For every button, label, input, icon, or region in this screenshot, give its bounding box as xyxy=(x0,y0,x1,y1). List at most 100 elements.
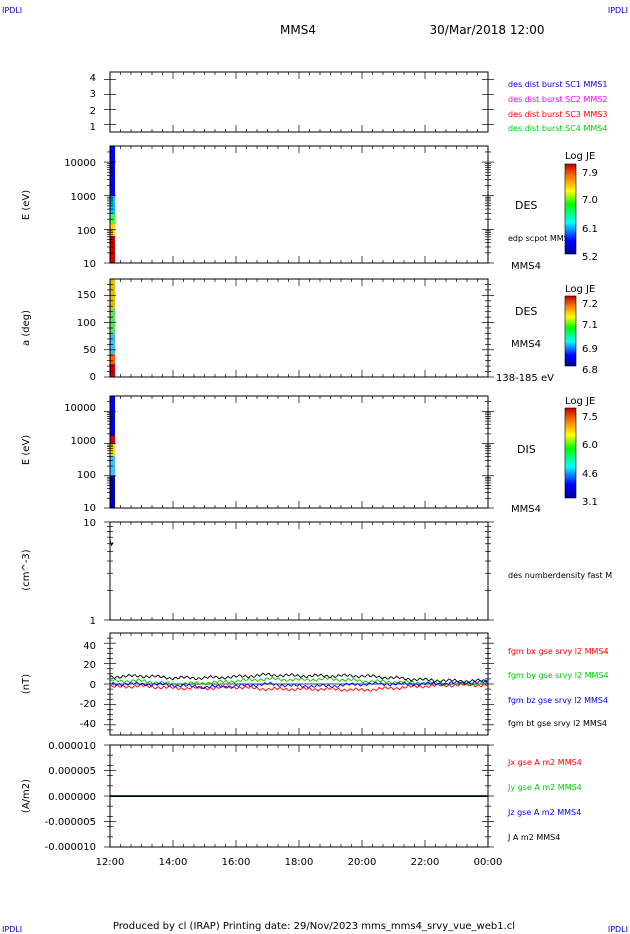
des-energy-data-strip-red xyxy=(110,236,115,263)
pitch-cbar-tick-1: 7.2 xyxy=(582,299,598,310)
dis-data-strip-blue xyxy=(110,396,115,436)
pitch-ytick-150: 150 xyxy=(77,290,96,301)
panel-des-energy: E (eV) 10000 1000 100 10 DES edp scpot M… xyxy=(21,145,598,272)
des-energy-cbar-tick-1: 7.9 xyxy=(582,168,598,179)
panel-des-pitch-frame xyxy=(109,278,489,378)
pitch-spacecraft: MMS4 xyxy=(511,339,541,350)
bfield-trace xyxy=(109,682,489,692)
footer-credit: Produced by cl (IRAP) Printing date: 29/… xyxy=(113,921,515,932)
burst-legend-sc2: des dist burst SC2 MMS2 xyxy=(508,95,607,104)
panel-current: (A/m2) 0.000010 0.000005 0.000000 -0.000… xyxy=(21,741,582,853)
axis-ticks xyxy=(104,72,494,848)
density-ytick-10: 10 xyxy=(83,518,96,529)
des-energy-sublabel: edp scpot MMS4 xyxy=(508,234,574,243)
des-energy-ytick-1000: 1000 xyxy=(71,192,96,203)
density-ylabel: (cm^-3) xyxy=(21,549,32,590)
bfield-trace xyxy=(109,679,489,690)
time-tick-label: 14:00 xyxy=(159,857,188,868)
time-tick-label: 22:00 xyxy=(411,857,440,868)
dis-ytick-100: 100 xyxy=(77,470,96,481)
current-legend-jz: Jz gse A m2 MMS4 xyxy=(507,808,581,817)
des-energy-cbar-tick-3: 6.1 xyxy=(582,224,598,235)
current-ylabel: (A/m2) xyxy=(21,779,32,813)
des-energy-ylabel: E (eV) xyxy=(21,190,32,220)
bfield-legend-bz: fgm bz gse srvy l2 MMS4 xyxy=(508,696,608,705)
des-energy-colorbar-title: Log JE xyxy=(565,151,595,162)
dis-data-strip-red xyxy=(110,436,115,444)
des-energy-spacecraft: MMS4 xyxy=(511,261,541,272)
des-energy-data-strip-cyan xyxy=(110,196,115,214)
bfield-ytick-m20: -20 xyxy=(80,699,96,710)
density-legend: des numberdensity fast M xyxy=(508,571,612,580)
bfield-ytick-40: 40 xyxy=(83,641,96,652)
panel-des-energy-frame xyxy=(109,145,489,264)
des-energy-ytick-10: 10 xyxy=(83,259,96,270)
current-ytick-2: 0.000005 xyxy=(48,766,96,777)
des-energy-data-strip-blue xyxy=(110,146,115,196)
des-energy-cbar-tick-2: 7.0 xyxy=(582,195,598,206)
pitch-cbar-tick-4: 6.8 xyxy=(582,365,598,376)
pitch-colorbar-title: Log JE xyxy=(565,284,595,295)
bfield-legend-bt: fgm bt gse srvy l2 MMS4 xyxy=(508,719,607,728)
corner-label-bottom-right: IPDLI xyxy=(608,925,628,934)
time-tick-label: 16:00 xyxy=(222,857,251,868)
panel-burst: 4 3 2 1 des dist burst SC1 MMS1 des dist… xyxy=(90,71,607,133)
density-trace xyxy=(109,540,114,547)
time-tick-label: 00:00 xyxy=(474,857,503,868)
header-spacecraft: MMS4 xyxy=(280,23,316,37)
pitch-label: DES xyxy=(515,305,537,318)
dis-colorbar-title: Log JE xyxy=(565,396,595,407)
dis-cbar-tick-2: 6.0 xyxy=(582,440,598,451)
des-energy-cbar-tick-4: 5.2 xyxy=(582,252,598,263)
current-ytick-4: -0.000005 xyxy=(45,817,96,828)
current-ytick-1: 0.000010 xyxy=(48,741,96,752)
panel-density-frame xyxy=(109,521,489,621)
bfield-ylabel: (nT) xyxy=(21,674,32,694)
pitch-data-strip-orange xyxy=(110,354,115,364)
des-energy-colorbar xyxy=(564,163,577,255)
pitch-ytick-0: 0 xyxy=(90,372,96,383)
current-legend-jy: Jy gse A m2 MMS4 xyxy=(507,783,582,792)
dis-data-strip-navy xyxy=(110,476,115,508)
dis-ytick-1000: 1000 xyxy=(71,436,96,447)
burst-legend-sc3: des dist burst SC3 MMS3 xyxy=(508,110,607,119)
current-ytick-3: 0.000000 xyxy=(48,792,96,803)
burst-ytick-3: 3 xyxy=(90,89,96,100)
burst-ytick-1: 1 xyxy=(90,122,96,133)
dis-colorbar xyxy=(564,407,577,499)
bfield-legend-bx: fgm bx gse srvy l2 MMS4 xyxy=(508,647,609,656)
panel-burst-frame xyxy=(109,71,489,133)
burst-legend-sc4: des dist burst SC4 MMS4 xyxy=(508,124,607,133)
corner-label-bottom-left: IPDLI xyxy=(2,925,22,934)
burst-ytick-4: 4 xyxy=(90,73,96,84)
dis-data-strip-yellow xyxy=(110,444,115,456)
current-legend-jx: Jx gse A m2 MMS4 xyxy=(507,758,582,767)
header-datetime: 30/Mar/2018 12:00 xyxy=(430,23,545,37)
bfield-legend-by: fgm by gse srvy l2 MMS4 xyxy=(508,671,609,680)
time-tick-label: 18:00 xyxy=(285,857,314,868)
time-axis: 12:00 14:00 16:00 18:00 20:00 22:00 00:0… xyxy=(96,857,503,868)
time-tick-label: 12:00 xyxy=(96,857,125,868)
dis-cbar-tick-3: 4.6 xyxy=(582,469,598,480)
des-energy-ytick-100: 100 xyxy=(77,226,96,237)
pitch-ytick-100: 100 xyxy=(77,318,96,329)
dis-spacecraft: MMS4 xyxy=(511,504,541,515)
bfield-ytick-0: 0 xyxy=(90,680,96,691)
dis-ytick-10000: 10000 xyxy=(64,403,96,414)
burst-legend-sc1: des dist burst SC1 MMS1 xyxy=(508,80,607,89)
corner-label-top-left: IPDLI xyxy=(2,6,22,15)
pitch-cbar-tick-3: 6.9 xyxy=(582,344,598,355)
current-legend-j: J A m2 MMS4 xyxy=(507,833,560,842)
pitch-cbar-tick-2: 7.1 xyxy=(582,320,598,331)
bfield-ytick-20: 20 xyxy=(83,660,96,671)
bfield-ytick-m40: -40 xyxy=(80,719,96,730)
pitch-data-strip-red xyxy=(110,364,115,377)
pitch-ytick-50: 50 xyxy=(83,345,96,356)
current-ytick-5: -0.000010 xyxy=(45,842,96,853)
pitch-energy-range: 138-185 eV xyxy=(496,373,554,384)
panel-des-pitch: a (deg) 150 100 50 0 DES MMS4 138-185 eV… xyxy=(21,278,598,384)
data-traces xyxy=(109,540,489,797)
panel-density: (cm^-3) 10 1 des numberdensity fast M xyxy=(21,518,612,627)
bfield-trace xyxy=(109,672,489,684)
pitch-data-strip-green xyxy=(110,309,115,334)
